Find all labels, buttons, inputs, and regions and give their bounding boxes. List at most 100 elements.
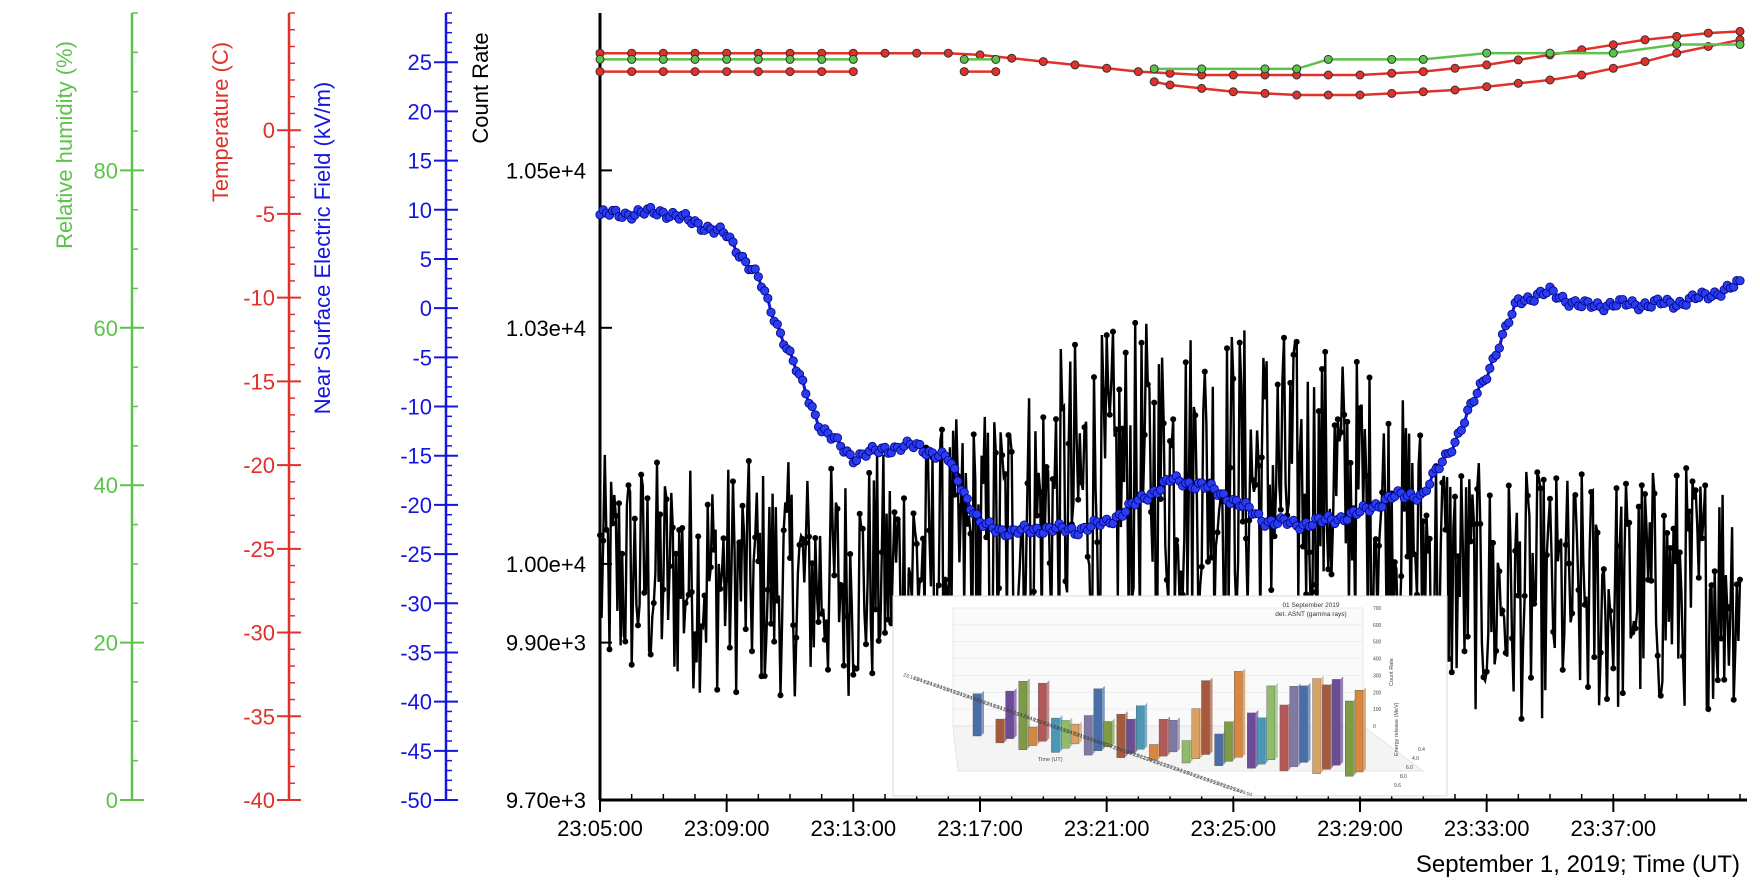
count-rate-point xyxy=(1613,485,1620,492)
count-rate-point xyxy=(1588,489,1595,495)
count-rate-point xyxy=(1455,553,1462,560)
count-rate-point xyxy=(688,589,695,595)
count-rate-point xyxy=(894,516,901,523)
count-rate-point xyxy=(1037,489,1044,495)
electric-field-point xyxy=(1459,418,1470,428)
count-rate-point xyxy=(1547,495,1553,502)
rh-tick-label: 80 xyxy=(94,158,118,183)
count-rate-point xyxy=(1452,493,1458,500)
humidity-point xyxy=(658,54,668,64)
inset-bar-side xyxy=(981,690,984,736)
field-tick-label: -45 xyxy=(400,739,432,764)
electric-field-point xyxy=(1472,388,1482,398)
count-rate-point xyxy=(612,512,619,519)
count-rate-point xyxy=(1230,375,1237,382)
inset-y-label: Energy release (MeV) xyxy=(1394,702,1400,756)
inset-bar xyxy=(1233,671,1243,758)
count-rate-point xyxy=(821,636,828,643)
inset-x-label: Time (UT) xyxy=(1038,757,1063,763)
count-rate-point xyxy=(1705,706,1712,712)
count-rate-point xyxy=(603,526,610,533)
x-tick-label: 23:21:00 xyxy=(1064,816,1150,841)
count-rate-point xyxy=(720,535,727,542)
temp-tick-label: -40 xyxy=(243,788,275,813)
count-rate-point xyxy=(1420,518,1427,525)
count-rate-point xyxy=(1664,530,1671,536)
count-rate-point xyxy=(1163,576,1170,583)
inset-y-tick-label: 0.4 xyxy=(1418,747,1425,753)
field-tick-label: -40 xyxy=(400,690,432,715)
count-rate-point xyxy=(1122,349,1129,356)
humidity-point xyxy=(1387,54,1397,64)
inset-time-label: 23:14:04 xyxy=(902,672,923,684)
count-rate-point xyxy=(1274,381,1281,388)
count-rate-point xyxy=(859,525,866,532)
count-rate-point xyxy=(1651,490,1658,497)
inset-bar-side xyxy=(1242,668,1246,758)
electric-field-point xyxy=(915,439,925,450)
inset-bar xyxy=(1279,704,1289,772)
count-rate-point xyxy=(1578,471,1585,478)
electric-field-point xyxy=(962,494,972,504)
inset-time-label: 23:25:44 xyxy=(1222,783,1243,795)
temperature-point xyxy=(1513,78,1523,88)
count-rate-point xyxy=(1623,480,1629,487)
inset-time-label: 23:23:24 xyxy=(1152,759,1173,771)
inset-time-label: 23:15:44 xyxy=(952,690,973,702)
count-rate-point xyxy=(787,555,793,561)
electric-field-point xyxy=(845,449,855,460)
rh-tick-label: 20 xyxy=(94,631,118,656)
count-rate-point xyxy=(1262,393,1268,400)
temperature-point xyxy=(1165,80,1175,90)
count-rate-point xyxy=(1417,432,1424,439)
count-rate-point xyxy=(1243,535,1249,542)
humidity-point xyxy=(1672,40,1682,49)
count-rate-point xyxy=(1379,489,1386,496)
count-rate-point xyxy=(1312,581,1319,588)
count-rate-point xyxy=(1072,341,1078,348)
count-rate-point xyxy=(1410,551,1417,558)
inset-bar-side xyxy=(1078,721,1082,744)
electric-field-point xyxy=(766,307,776,317)
count-rate-point xyxy=(967,530,974,537)
count-rate-point xyxy=(1094,539,1101,546)
count-rate-point xyxy=(707,564,714,571)
humidity-point xyxy=(1418,54,1428,64)
humidity-point xyxy=(1323,54,1333,64)
field-tick-label: 25 xyxy=(408,50,432,75)
electric-field-point xyxy=(1155,485,1166,495)
temperature-point xyxy=(1228,87,1238,97)
count-rate-point xyxy=(723,576,730,583)
count-rate-point xyxy=(1059,405,1066,412)
temperature-point xyxy=(1355,70,1365,80)
count-rate-point xyxy=(882,629,888,636)
count-rate-point xyxy=(1515,592,1522,599)
count-rate-point xyxy=(1718,635,1724,642)
inset-z-tick-label: 0 xyxy=(1373,724,1376,730)
count-rate-point xyxy=(1040,414,1047,421)
temperature-point xyxy=(1513,55,1523,65)
humidity-point xyxy=(991,54,1001,64)
count-rate-point xyxy=(714,686,721,693)
temperature-point xyxy=(1149,77,1159,87)
count-tick-label: 9.90e+3 xyxy=(506,631,586,656)
humidity-point xyxy=(690,54,700,64)
count-rate-point xyxy=(1328,571,1335,578)
count-rate-point xyxy=(1471,521,1477,528)
count-rate-point xyxy=(916,577,923,584)
electric-field-point xyxy=(1494,343,1504,353)
count-rate-point xyxy=(1391,559,1398,566)
inset-time-label: 23:18:24 xyxy=(1032,717,1053,729)
count-rate-point xyxy=(869,670,876,677)
inset-y-tick-label: 9.6 xyxy=(1394,783,1401,789)
temperature-point xyxy=(1450,85,1460,95)
count-rate-point xyxy=(840,662,847,669)
temperature-point xyxy=(1355,90,1365,100)
count-rate-point xyxy=(1255,462,1262,469)
temperature-point xyxy=(1133,67,1143,77)
inset-time-label: 23:17:44 xyxy=(1012,710,1033,722)
count-rate-point xyxy=(790,622,797,629)
temperature-point xyxy=(1038,57,1048,67)
